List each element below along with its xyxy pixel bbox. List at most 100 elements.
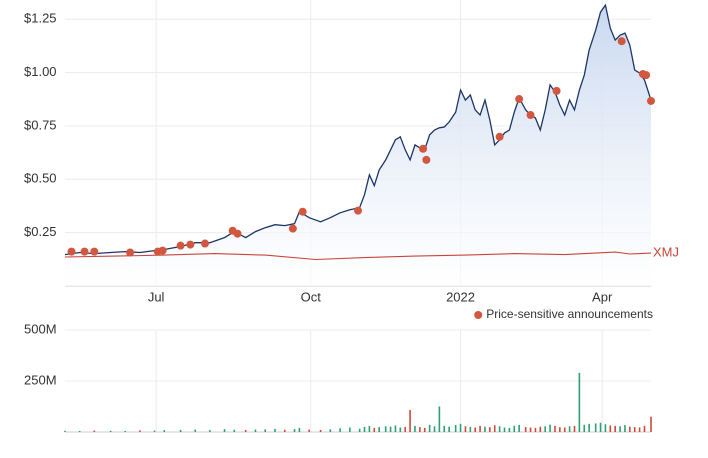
volume-bar <box>484 426 486 432</box>
volume-bar <box>78 430 81 432</box>
volume-bar <box>549 424 551 432</box>
volume-bar <box>604 424 607 432</box>
volume-bar <box>399 427 402 432</box>
volume-bar <box>479 425 481 432</box>
volume-bar <box>573 425 576 432</box>
announcement-dot <box>495 132 504 141</box>
announcement-dot <box>617 37 626 46</box>
volume-bar <box>64 430 66 432</box>
volume-bar <box>254 429 257 432</box>
volume-bar <box>588 423 590 432</box>
volume-bar <box>559 427 561 432</box>
volume-bar <box>409 409 411 432</box>
volume-bar <box>394 425 397 432</box>
volume-bar <box>650 416 652 432</box>
volume-bar <box>503 427 506 432</box>
volume-bar <box>454 425 457 432</box>
volume-panel: 250M 500M <box>24 321 652 433</box>
y-tick-label: 500M <box>24 321 57 336</box>
volume-bar <box>544 426 546 432</box>
announcement-dot <box>90 247 99 256</box>
legend-dot <box>474 311 483 319</box>
volume-bar <box>583 424 586 432</box>
announcement-dot <box>200 239 209 248</box>
volume-bar <box>308 429 310 432</box>
volume-bar <box>624 425 626 432</box>
volume-bar <box>368 425 371 432</box>
volume-bar <box>539 426 542 432</box>
volume-bar <box>153 430 156 432</box>
y-tick-label: $0.25 <box>24 224 57 239</box>
x-tick-label: Oct <box>301 289 322 304</box>
announcement-dot <box>354 206 362 215</box>
volume-bar <box>619 426 621 432</box>
volume-bar <box>614 425 616 432</box>
y-tick-label: $0.50 <box>24 171 57 186</box>
announcement-dot <box>186 240 195 249</box>
price-panel: $0.25 $0.50 $0.75 $1.00 $1.25 Jul Oct 2022 Apr XM… <box>24 0 679 321</box>
announcement-dot <box>552 86 561 95</box>
volume-bar <box>433 426 436 432</box>
volume-bar <box>508 427 511 432</box>
volume-bar <box>349 427 351 432</box>
volume-bar <box>629 426 631 432</box>
volume-bar <box>448 426 450 432</box>
volume-bar <box>534 427 537 432</box>
y-tick-label: 250M <box>24 372 57 387</box>
volume-bar <box>378 427 380 432</box>
volume-bar <box>438 406 441 432</box>
volume-bar <box>524 427 527 432</box>
volume-bar <box>404 426 407 432</box>
volume-bar <box>384 426 387 432</box>
x-tick-label: Apr <box>592 289 613 304</box>
announcement-dot <box>515 95 524 104</box>
volume-bar <box>274 428 276 432</box>
volume-bar <box>474 427 476 432</box>
volume-bar <box>339 428 341 432</box>
volume-bar <box>643 425 646 432</box>
volume-bar <box>139 430 141 432</box>
y-tick-label: $1.00 <box>24 64 57 79</box>
announcement-dot <box>288 224 297 233</box>
x-tick-label: Jul <box>148 289 165 304</box>
volume-bar <box>373 427 376 432</box>
volume-bar <box>163 430 166 432</box>
announcement-dot <box>233 229 242 238</box>
announcement-dot <box>647 96 655 105</box>
volume-bar <box>428 424 431 432</box>
volume-bar <box>124 430 127 432</box>
announcement-dot <box>526 111 535 120</box>
volume-bar <box>489 427 491 432</box>
volume-bar <box>568 426 571 432</box>
volume-bar <box>498 426 501 432</box>
volume-bar <box>319 429 322 432</box>
volume-bar <box>194 429 197 432</box>
volume-bar <box>298 427 301 432</box>
announcement-dot <box>298 207 307 216</box>
volume-bar <box>459 423 462 432</box>
volume-bar <box>609 425 612 432</box>
volume-bar <box>599 422 602 432</box>
volume-bar <box>464 426 467 432</box>
volume-bar <box>638 427 641 432</box>
volume-bar <box>633 427 636 432</box>
announcement-dot <box>176 241 185 250</box>
volume-bar <box>419 427 421 432</box>
volume-bar <box>518 424 520 432</box>
volume-bar <box>469 426 472 432</box>
announcement-dot <box>126 248 135 257</box>
volume-bar <box>223 429 226 432</box>
volume-bar <box>209 430 211 432</box>
volume-bar <box>93 430 96 432</box>
y-tick-label: $0.75 <box>24 117 57 132</box>
announcement-dot <box>80 247 89 256</box>
x-tick-label: 2022 <box>446 289 475 304</box>
announcement-dot <box>642 71 651 80</box>
volume-bar <box>329 429 332 432</box>
volume-bar <box>244 429 247 432</box>
volume-bar <box>293 429 296 432</box>
volume-bar <box>233 429 236 432</box>
announcement-dot <box>158 246 167 255</box>
